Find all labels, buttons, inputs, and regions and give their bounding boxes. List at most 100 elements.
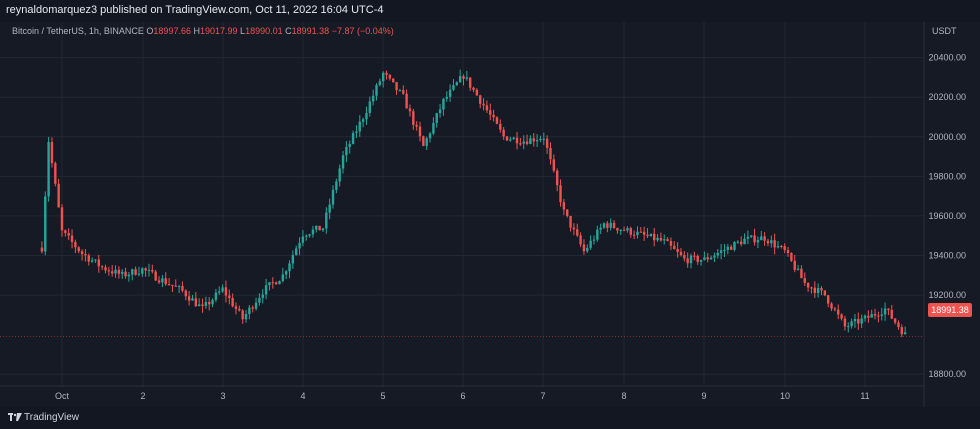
candle-body: [408, 108, 412, 112]
candle-body: [131, 269, 134, 275]
candle-body: [315, 225, 318, 230]
candle-body: [522, 141, 525, 144]
candle-body: [740, 241, 743, 245]
candle-body: [519, 143, 522, 145]
candle-body: [609, 222, 612, 228]
low-value: 18990.01: [245, 26, 283, 36]
footer-bar: TradingView: [0, 407, 980, 429]
tradingview-logo-icon: [8, 413, 22, 421]
candle-body: [826, 295, 830, 304]
candle-body: [562, 202, 566, 210]
candle-body: [154, 271, 157, 281]
candle-body: [800, 268, 803, 279]
candle-body: [770, 240, 773, 244]
candle-body: [525, 141, 529, 144]
candle-body: [673, 245, 676, 250]
candle-body: [582, 244, 586, 252]
candle-body: [295, 248, 298, 256]
candle-body: [669, 241, 673, 246]
candle-body: [284, 271, 288, 275]
x-tick-label: 2: [140, 391, 145, 401]
candle-body: [147, 269, 151, 271]
candle-body: [405, 93, 408, 109]
candle-body: [218, 291, 221, 293]
publisher-text: reynaldomarquez3 published on TradingVie…: [6, 4, 384, 16]
x-tick-label: Oct: [55, 391, 70, 401]
candle-body: [375, 85, 378, 96]
candle-body: [141, 268, 144, 274]
candle-body: [679, 251, 683, 256]
x-tick-label: 8: [621, 391, 626, 401]
candle-body: [816, 288, 820, 293]
open-label: O: [146, 26, 154, 36]
candle-body: [833, 308, 837, 310]
candle-body: [308, 234, 311, 236]
candle-body: [790, 252, 793, 261]
candle-body: [244, 314, 248, 320]
y-tick-label: 20000.00: [928, 132, 966, 142]
candle-body: [462, 76, 465, 79]
candle-body: [435, 113, 438, 123]
candle-body: [57, 183, 60, 208]
candle-body: [318, 225, 321, 231]
candle-body: [873, 314, 877, 316]
candle-body: [258, 297, 261, 303]
candle-body: [365, 112, 368, 120]
candle-body: [351, 133, 355, 144]
candle-body: [74, 242, 77, 248]
candle-body: [606, 223, 609, 228]
candle-body: [371, 95, 375, 102]
candle-body: [883, 308, 887, 315]
candle-body: [418, 126, 422, 137]
candle-body: [860, 318, 863, 324]
candle-body: [412, 111, 415, 125]
candle-body: [830, 303, 833, 309]
candle-body: [485, 105, 489, 111]
candle-body: [311, 229, 315, 235]
candle-body: [736, 241, 740, 243]
candle-body: [602, 223, 606, 228]
x-axis-layer: Oct 2 3 4 5 6 7 8 9 10 11: [55, 391, 870, 401]
close-value: 18991.38: [291, 26, 330, 36]
price-chart[interactable]: 20400.00 20200.00 20000.00 19800.00 19600.00…: [0, 22, 980, 407]
candle-body: [228, 295, 231, 298]
candle-body: [900, 327, 904, 335]
candle-body: [663, 239, 666, 241]
candle-body: [723, 249, 726, 251]
candle-body: [87, 255, 90, 262]
candle-body: [847, 326, 850, 328]
change-value: −7.87 (−0.04%): [331, 26, 394, 36]
candle-body: [806, 282, 810, 288]
y-tick-label: 20400.00: [928, 53, 966, 63]
candle-body: [40, 247, 44, 252]
candle-body: [843, 318, 847, 327]
candle-body: [174, 285, 177, 287]
candle-body: [733, 241, 736, 250]
candle-body: [545, 138, 549, 148]
candle-body: [80, 251, 84, 255]
candle-body: [773, 240, 776, 248]
candle-body: [264, 285, 268, 295]
candle-body: [94, 259, 97, 261]
y-tick-label: 19800.00: [928, 171, 966, 181]
candle-body: [853, 319, 857, 322]
candle-body: [475, 89, 479, 96]
candle-body: [632, 234, 636, 236]
x-tick-label: 4: [300, 391, 305, 401]
candle-body: [204, 302, 208, 306]
candle-body: [683, 255, 686, 259]
candle-body: [445, 96, 448, 99]
candle-body: [238, 308, 241, 311]
candle-body: [438, 109, 442, 114]
candle-body: [793, 260, 796, 270]
candle-body: [432, 122, 435, 134]
y-tick-label: 19200.00: [928, 290, 966, 300]
candle-body: [502, 129, 505, 137]
candle-body: [572, 227, 576, 230]
candle-body: [271, 282, 274, 284]
chart-area[interactable]: 20400.00 20200.00 20000.00 19800.00 19600.00…: [0, 22, 980, 407]
candle-body: [395, 82, 398, 91]
candle-body: [763, 236, 766, 241]
candle-body: [887, 308, 890, 310]
candle-body: [134, 269, 137, 275]
